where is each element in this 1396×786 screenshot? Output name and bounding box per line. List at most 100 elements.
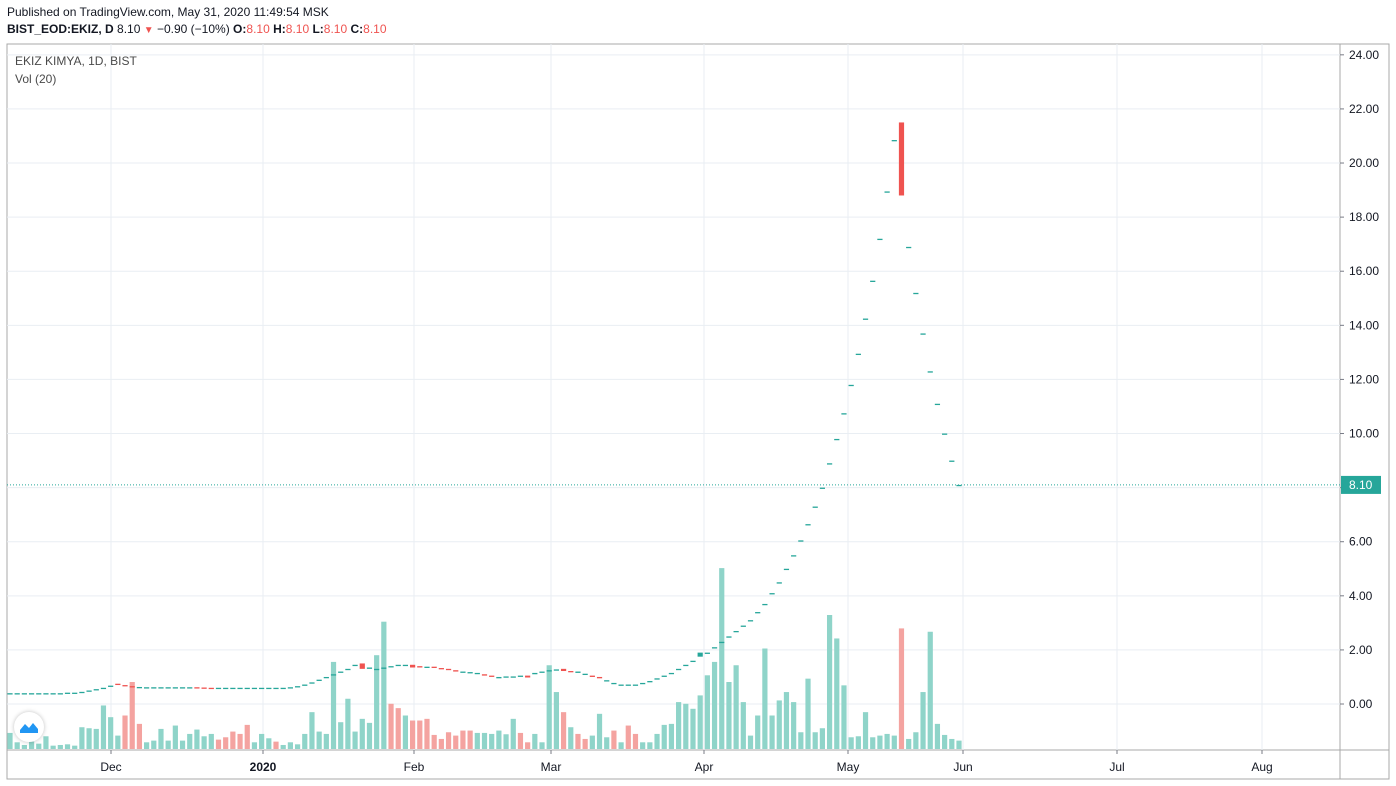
candle (273, 687, 279, 690)
candle (294, 686, 301, 688)
time-tick-label: 2020 (250, 760, 277, 774)
candle (280, 687, 286, 690)
candle (7, 693, 13, 695)
volume-bar (330, 661, 337, 749)
candle (956, 484, 962, 487)
candle (855, 353, 861, 356)
volume-bar (438, 738, 444, 749)
volume-bar (690, 708, 696, 749)
candle (783, 568, 790, 571)
price-change: −0.90 (−10%) (156, 22, 230, 36)
volume-bar (208, 733, 214, 749)
candle (719, 641, 725, 644)
volume-bar (93, 728, 99, 749)
volume-bar (906, 738, 912, 749)
volume-bar (79, 727, 85, 749)
price-axis-frame (1339, 43, 1390, 780)
candle (108, 685, 114, 687)
volume-bar (72, 745, 78, 749)
volume-bar (323, 733, 329, 749)
volume-bar (122, 715, 128, 749)
high-value: 8.10 (285, 22, 310, 36)
candle (546, 670, 552, 672)
candle (338, 671, 344, 673)
candle (79, 691, 85, 694)
tradingview-logo-icon[interactable] (14, 712, 44, 742)
candle (525, 675, 531, 678)
candle (223, 687, 229, 690)
volume-bar (143, 742, 150, 749)
volume-bar (287, 742, 293, 749)
candle (438, 668, 444, 670)
volume-bar (36, 743, 42, 749)
symbol-legend: BIST_EOD:EKIZ, D 8.10 ▼ −0.90 (−10%) O:8… (7, 22, 387, 36)
volume-bar (791, 702, 797, 749)
open-value: 8.10 (246, 22, 270, 36)
volume-bar (280, 744, 286, 749)
volume-bar (21, 744, 27, 749)
close-value: 8.10 (363, 22, 387, 36)
price-tick-label: 10.00 (1349, 427, 1379, 441)
volume-bar (920, 692, 926, 749)
volume-bar (647, 742, 653, 749)
volume-bar (891, 735, 897, 749)
candle (187, 687, 193, 689)
candle (870, 280, 876, 282)
candle (388, 666, 394, 668)
volume-bar (683, 703, 689, 749)
candle (309, 682, 315, 684)
volume-bar (338, 722, 344, 749)
candle (287, 687, 293, 689)
volume-bar (467, 730, 473, 749)
candle (755, 612, 761, 614)
candle (676, 668, 682, 671)
volume-bar (697, 695, 703, 749)
volume-bar (14, 742, 20, 749)
volume-bar (762, 648, 768, 749)
candle (259, 687, 265, 690)
volume-bar (172, 725, 178, 749)
volume-bar (395, 708, 401, 749)
volume-bar (589, 735, 595, 749)
volume-bar (582, 738, 588, 749)
volume-bar (747, 735, 754, 749)
price-tick-label: 14.00 (1349, 318, 1379, 332)
candle (445, 668, 452, 671)
volume-bar (445, 732, 452, 749)
down-arrow-icon: ▼ (143, 25, 154, 36)
candle (661, 675, 667, 677)
volume-bar (575, 733, 581, 749)
candle (589, 675, 595, 677)
candle (618, 684, 624, 686)
price-tick-label: 16.00 (1349, 264, 1379, 278)
volume-bar (726, 682, 732, 749)
volume-bar (640, 742, 646, 749)
volume-bar (108, 717, 114, 749)
candle (891, 140, 897, 142)
volume-bar (302, 733, 308, 749)
candle (560, 668, 567, 672)
candle (402, 664, 409, 667)
candle (826, 463, 833, 465)
candle (201, 687, 207, 689)
volume-bar (359, 718, 365, 749)
volume-bar (503, 734, 509, 749)
candle (57, 693, 63, 695)
candle (884, 191, 890, 193)
last-price: 8.10 (117, 22, 141, 36)
volume-bar (568, 727, 574, 749)
volume-bar (86, 728, 92, 749)
candle (323, 676, 329, 679)
volume-bar (230, 731, 236, 749)
volume-bar (201, 736, 207, 749)
candle (798, 540, 804, 542)
volume-bar (870, 737, 876, 749)
volume-bar (187, 733, 193, 749)
volume-bar (294, 744, 301, 749)
volume-bar (532, 733, 538, 749)
volume-bar (136, 723, 143, 749)
candle (21, 693, 27, 695)
candle (194, 687, 200, 689)
candle (374, 668, 380, 671)
